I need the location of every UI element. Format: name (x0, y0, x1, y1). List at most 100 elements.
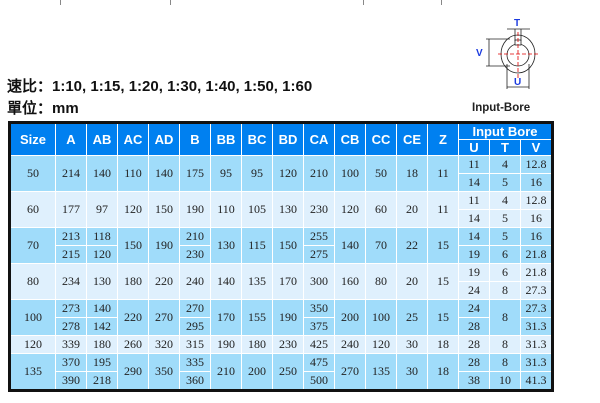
table-row: 14 5 16 (10, 173, 553, 192)
cell-ca: 275 (303, 245, 335, 264)
cell-bd: 120 (272, 155, 304, 192)
cell-a: 370 (55, 353, 87, 372)
cell-a: 177 (55, 191, 87, 228)
table-row: 14 5 16 (10, 209, 553, 228)
cell-v: 31.3 (520, 353, 553, 372)
cell-cb: 240 (334, 335, 366, 354)
cell-bb: 190 (210, 335, 242, 354)
column-header-z: Z (427, 122, 459, 156)
cell-b: 315 (179, 335, 211, 354)
cell-ab: 195 (86, 353, 118, 372)
cell-a: 234 (55, 263, 87, 300)
cell-ca: 350 (303, 299, 335, 318)
cell-size: 70 (9, 227, 56, 264)
cell-bd: 130 (272, 191, 304, 228)
cell-b: 240 (179, 263, 211, 300)
table-row: 120 339 180 260 320 315 190 180 230 425 240 120 30 18… (9, 335, 553, 354)
cell-ac: 220 (117, 299, 149, 336)
column-header-bd: BD (272, 122, 304, 156)
cell-cc: 135 (365, 353, 397, 391)
cell-ca: 375 (303, 317, 335, 336)
cell-v: 12.8 (520, 155, 553, 174)
cell-ad: 270 (148, 299, 180, 336)
cell-a: 213 (55, 227, 87, 246)
table-row: 50 214 140 110 140 175 95 95 120 210 100 50 18 11 11 4 1… (9, 155, 553, 192)
cell-ca: 230 (303, 191, 335, 228)
cell-cb: 100 (334, 155, 366, 192)
cell-t: 5 (489, 227, 521, 246)
cell-a: 339 (55, 335, 87, 354)
cell-cb: 200 (334, 299, 366, 336)
cell-t: 8 (489, 353, 521, 372)
cell-u: 28 (458, 353, 490, 372)
cell-ac: 150 (117, 227, 149, 264)
table-row: 60 177 97 120 150 190 110 105 130 230 120 60 20 11 11 4… (9, 191, 553, 228)
cell-ce: 30 (396, 335, 428, 354)
cell-v: 27.3 (520, 281, 553, 300)
cell-ab: 140 (86, 299, 118, 318)
table-row: 100 273 140 220 270 270 170 155 190 350 200 100 25 15… (9, 299, 553, 336)
column-header-bc: BC (241, 122, 273, 156)
cell-v: 21.8 (520, 263, 553, 282)
cell-t: 5 (489, 173, 521, 192)
cell-ad: 320 (148, 335, 180, 354)
cell-bd: 190 (272, 299, 304, 336)
cell-a: 278 (55, 317, 87, 336)
cell-u: 19 (458, 245, 490, 264)
cell-bd: 230 (272, 335, 304, 354)
cell-ab: 180 (86, 335, 118, 354)
cell-b: 335 (179, 353, 211, 372)
cell-t: 8 (489, 281, 521, 300)
column-header-t: T (489, 139, 521, 156)
cell-ab: 142 (86, 317, 118, 336)
cell-u: 11 (458, 155, 490, 174)
cell-u: 19 (458, 263, 490, 282)
cell-bb: 95 (210, 155, 242, 192)
cell-ad: 190 (148, 227, 180, 264)
cell-v: 21.8 (520, 245, 553, 264)
cell-size: 135 (9, 353, 56, 391)
cell-ad: 140 (148, 155, 180, 192)
cell-v: 31.3 (520, 335, 553, 354)
column-header-cc: CC (365, 122, 397, 156)
cell-v: 41.3 (520, 371, 553, 391)
cell-a: 215 (55, 245, 87, 264)
cell-t: 10 (489, 371, 521, 391)
cell-v: 16 (520, 209, 553, 228)
cell-ce: 20 (396, 263, 428, 300)
cell-z: 15 (427, 263, 459, 300)
table-row: 215 120 230 275 19 6 21.8 (10, 245, 553, 264)
cell-u: 14 (458, 173, 490, 192)
border-tick (363, 0, 364, 5)
cell-ab: 140 (86, 155, 118, 192)
cell-bc: 200 (241, 353, 273, 391)
cell-a: 214 (55, 155, 87, 192)
cell-z: 15 (427, 299, 459, 336)
cell-b: 360 (179, 371, 211, 391)
cell-a: 273 (55, 299, 87, 318)
cell-t: 8 (489, 335, 521, 354)
dim-u-label: U (514, 77, 521, 88)
cell-b: 210 (179, 227, 211, 246)
dimension-table: Size A AB AC AD B BB BC BD CA CB CC CE Z Input Bore U T V… (8, 121, 554, 392)
input-bore-diagram: T V U (476, 18, 540, 89)
cell-b: 295 (179, 317, 211, 336)
cell-u: 24 (458, 299, 490, 318)
cell-ad: 150 (148, 191, 180, 228)
cell-ab: 118 (86, 227, 118, 246)
cell-cb: 140 (334, 227, 366, 264)
cell-ab: 130 (86, 263, 118, 300)
cell-bc: 105 (241, 191, 273, 228)
cell-u: 28 (458, 317, 490, 336)
cell-v: 16 (520, 227, 553, 246)
dim-v-label: V (476, 48, 483, 59)
cell-z: 18 (427, 335, 459, 354)
cell-ce: 20 (396, 191, 428, 228)
cell-b: 190 (179, 191, 211, 228)
cell-ac: 260 (117, 335, 149, 354)
cell-cb: 270 (334, 353, 366, 391)
cell-a: 390 (55, 371, 87, 391)
cell-u: 11 (458, 191, 490, 210)
cell-cb: 120 (334, 191, 366, 228)
